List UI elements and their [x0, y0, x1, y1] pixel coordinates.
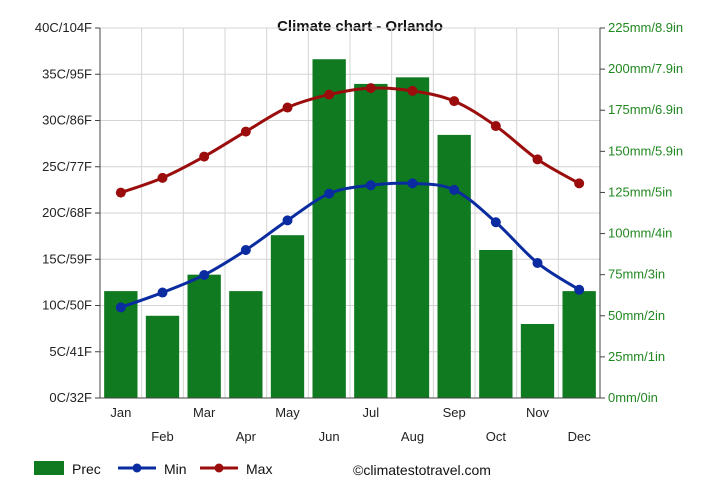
- max-point-jun: [324, 89, 335, 100]
- max-point-may: [282, 102, 293, 113]
- max-point-dec: [574, 178, 585, 189]
- credit-text: ©climatestotravel.com: [353, 462, 491, 478]
- precip-bar-aug: [395, 77, 430, 398]
- precipitation-bars: [104, 59, 596, 399]
- right-tick-label: 100mm/4in: [608, 226, 672, 241]
- precip-bar-jul: [354, 83, 388, 399]
- max-point-jan: [115, 187, 126, 198]
- right-tick-label: 0mm/0in: [608, 390, 658, 405]
- left-tick-label: 20C/68F: [42, 205, 92, 220]
- x-tick-label-sep: Sep: [443, 405, 466, 420]
- right-tick-label: 200mm/7.9in: [608, 61, 683, 76]
- left-tick-label: 5C/41F: [49, 344, 92, 359]
- precip-bar-oct: [479, 250, 513, 398]
- max-point-nov: [532, 154, 543, 165]
- min-point-oct: [490, 217, 501, 228]
- right-tick-label: 175mm/6.9in: [608, 102, 683, 117]
- legend-swatch-prec: [34, 461, 64, 475]
- precip-bar-jun: [312, 59, 346, 398]
- left-tick-label: 0C/32F: [49, 390, 92, 405]
- max-point-jul: [365, 83, 376, 94]
- legend-marker-max: [214, 463, 224, 473]
- legend: Prec Min Max: [34, 461, 272, 477]
- min-point-aug: [407, 178, 418, 189]
- legend-label-min: Min: [164, 461, 187, 477]
- min-point-apr: [240, 245, 251, 255]
- chart-title: Climate chart - Orlando: [277, 18, 443, 35]
- max-point-feb: [157, 172, 168, 183]
- max-point-apr: [240, 126, 251, 137]
- min-point-mar: [199, 269, 210, 280]
- left-tick-label: 30C/86F: [42, 113, 92, 128]
- x-tick-label-jun: Jun: [319, 429, 340, 444]
- right-tick-label: 50mm/2in: [608, 308, 665, 323]
- right-tick-label: 125mm/5in: [608, 184, 672, 199]
- min-point-jan: [115, 302, 126, 313]
- x-tick-label-aug: Aug: [401, 429, 424, 444]
- right-tick-label: 25mm/1in: [608, 349, 665, 364]
- x-tick-label-may: May: [275, 405, 300, 420]
- legend-label-prec: Prec: [72, 461, 101, 477]
- precip-bar-dec: [562, 291, 596, 398]
- x-tick-label-jul: Jul: [363, 405, 380, 420]
- min-point-nov: [532, 257, 543, 268]
- left-tick-label: 35C/95F: [42, 66, 92, 81]
- precip-bar-feb: [145, 315, 180, 398]
- left-tick-label: 15C/59F: [42, 251, 92, 266]
- axes: 0C/32F 5C/41F 10C/50F 15C/59F 20C/68F 25C/77F…: [35, 20, 683, 444]
- legend-marker-min: [132, 463, 142, 473]
- max-point-oct: [490, 121, 501, 132]
- precip-bar-apr: [229, 291, 263, 398]
- x-tick-label-apr: Apr: [236, 429, 257, 444]
- min-point-jun: [324, 188, 335, 199]
- x-tick-label-mar: Mar: [193, 405, 216, 420]
- x-tick-label-dec: Dec: [568, 429, 592, 444]
- precip-bar-may: [270, 235, 305, 398]
- x-tick-label-oct: Oct: [486, 429, 507, 444]
- min-point-jul: [365, 180, 376, 191]
- precip-bar-mar: [187, 274, 221, 398]
- left-tick-label: 40C/104F: [35, 20, 92, 35]
- max-point-aug: [407, 85, 418, 96]
- temperature-lines: [115, 83, 585, 313]
- legend-label-max: Max: [246, 461, 272, 477]
- min-point-feb: [157, 287, 168, 298]
- min-point-sep: [449, 184, 460, 195]
- precip-bar-nov: [520, 324, 555, 398]
- right-tick-label: 75mm/3in: [608, 267, 665, 282]
- precip-bar-sep: [437, 134, 471, 398]
- right-tick-label: 150mm/5.9in: [608, 143, 683, 158]
- left-tick-label: 10C/50F: [42, 298, 92, 313]
- min-point-may: [282, 215, 293, 226]
- min-point-dec: [574, 284, 585, 295]
- left-tick-label: 25C/77F: [42, 159, 92, 174]
- x-tick-label-nov: Nov: [526, 405, 550, 420]
- right-tick-label: 225mm/8.9in: [608, 20, 683, 35]
- x-tick-label-feb: Feb: [151, 429, 173, 444]
- max-point-mar: [199, 151, 210, 162]
- x-tick-label-jan: Jan: [110, 405, 131, 420]
- max-point-sep: [449, 96, 460, 107]
